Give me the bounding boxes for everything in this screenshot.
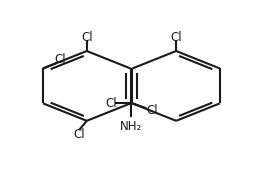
Text: Cl: Cl	[81, 31, 92, 44]
Text: Cl: Cl	[105, 97, 117, 110]
Text: Cl: Cl	[170, 31, 182, 44]
Text: Cl: Cl	[73, 128, 85, 141]
Text: Cl: Cl	[146, 104, 158, 117]
Text: Cl: Cl	[54, 53, 66, 66]
Text: NH₂: NH₂	[120, 120, 142, 133]
